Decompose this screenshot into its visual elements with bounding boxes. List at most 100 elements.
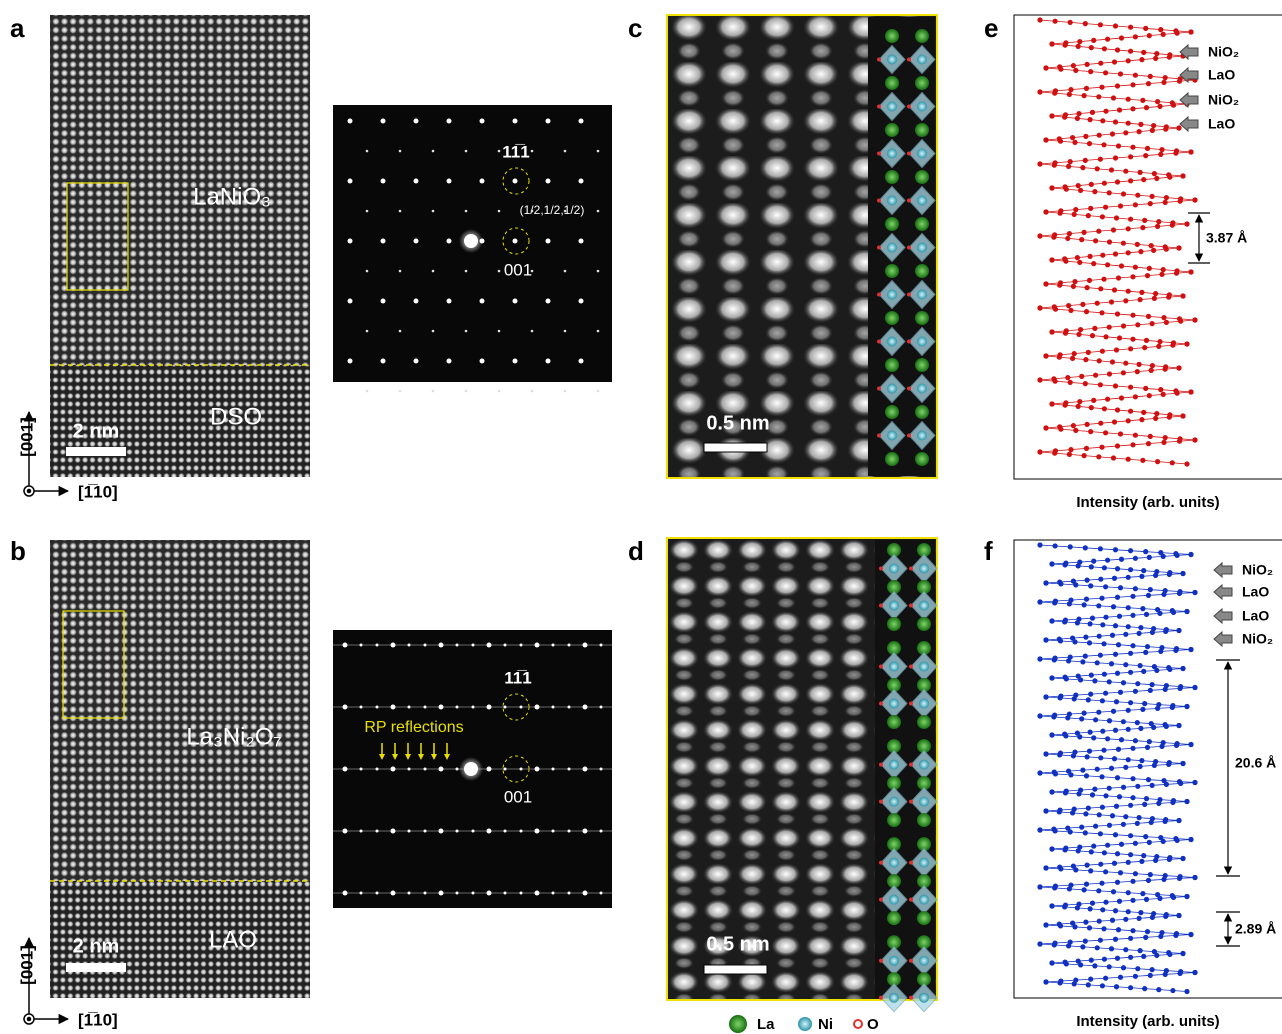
o-atom [909, 567, 913, 571]
profile-point [1138, 249, 1143, 254]
profile-point [1098, 938, 1103, 943]
spot [498, 270, 501, 273]
profile-point [1188, 742, 1193, 747]
profile-point [1068, 87, 1073, 92]
spot [480, 299, 485, 304]
ni-atom [919, 760, 929, 770]
spot [366, 210, 369, 213]
profile-point [1150, 128, 1155, 133]
profile-point [1161, 877, 1166, 882]
o-atom [879, 996, 883, 1000]
spot [552, 768, 555, 771]
o-atom [907, 58, 911, 62]
profile-point [1052, 600, 1057, 605]
profile-point [1138, 663, 1143, 668]
profile-point [1057, 283, 1062, 288]
profile-point [1155, 224, 1160, 229]
profile-point [1147, 739, 1152, 744]
profile-point [1115, 880, 1120, 885]
profile-point [1184, 221, 1189, 226]
profile-point [1049, 401, 1054, 406]
profile-point [1135, 369, 1140, 374]
profile-point [1133, 974, 1138, 979]
spot [535, 705, 540, 710]
profile-point [1116, 275, 1121, 280]
profile-point [1141, 177, 1146, 182]
profile-point [1096, 710, 1101, 715]
profile-point [1049, 618, 1054, 623]
profile-point [1063, 403, 1068, 408]
profile-point [1126, 121, 1131, 126]
spot [465, 270, 468, 273]
panel-label: f [984, 536, 993, 566]
profile-point [1099, 774, 1104, 779]
profile-point [1097, 358, 1102, 363]
o-atom [879, 959, 883, 963]
la-atom [915, 29, 929, 43]
la-atom [885, 29, 899, 43]
profile-point [1128, 803, 1133, 808]
profile-point [1173, 151, 1178, 156]
profile-point [1177, 79, 1182, 84]
profile-point [1177, 876, 1182, 881]
profile-point [1142, 986, 1147, 991]
profile-point [1110, 918, 1115, 923]
profile-point [1123, 130, 1128, 135]
profile-point [1067, 231, 1072, 236]
profile-point [1170, 988, 1175, 993]
profile-point [1092, 326, 1097, 331]
profile-point [1076, 332, 1081, 337]
profile-point [1043, 694, 1048, 699]
profile-point [1138, 726, 1143, 731]
spot [546, 179, 551, 184]
la-atom [887, 911, 901, 925]
profile-point [1133, 73, 1138, 78]
profile-point [1147, 393, 1152, 398]
profile-point [1084, 309, 1089, 314]
profile-point [1130, 145, 1135, 150]
spot [366, 330, 369, 333]
profile-point [1150, 363, 1155, 368]
profile-point [1167, 667, 1172, 672]
profile-point [1146, 593, 1151, 598]
profile-point [1180, 761, 1185, 766]
profile-point [1144, 105, 1149, 110]
spot [600, 830, 603, 833]
profile-point [1113, 908, 1118, 913]
spot [513, 239, 518, 244]
o-atom [907, 152, 911, 156]
o-atom [909, 763, 913, 767]
profile-point [1128, 833, 1133, 838]
ni-atom [917, 102, 927, 112]
profile-point [1161, 440, 1166, 445]
scale-bar-label: 2 nm [73, 420, 120, 442]
ni-atom [919, 601, 929, 611]
profile-point [1145, 273, 1150, 278]
profile-point [1096, 603, 1101, 608]
profile-point [1171, 103, 1176, 108]
profile-point [1102, 850, 1107, 855]
profile-point [1072, 696, 1077, 701]
profile-point [1155, 99, 1160, 104]
spot [343, 891, 348, 896]
profile-point [1083, 939, 1088, 944]
spot [424, 892, 427, 895]
axis-label: [001] [17, 417, 36, 457]
spot [408, 706, 411, 709]
spot [583, 705, 588, 710]
spot [564, 210, 567, 213]
profile-point [1103, 205, 1108, 210]
spot [348, 119, 353, 124]
profile-point [1085, 754, 1090, 759]
profile-point [1083, 357, 1088, 362]
profile-point [1088, 906, 1093, 911]
profile-point [1130, 898, 1135, 903]
profile-point [1130, 594, 1135, 599]
profile-point [1101, 277, 1106, 282]
spot [391, 705, 396, 710]
spot [447, 359, 452, 364]
central-spot [464, 762, 478, 776]
profile-point [1128, 154, 1133, 159]
spot [414, 119, 419, 124]
ni-atom [917, 431, 927, 441]
